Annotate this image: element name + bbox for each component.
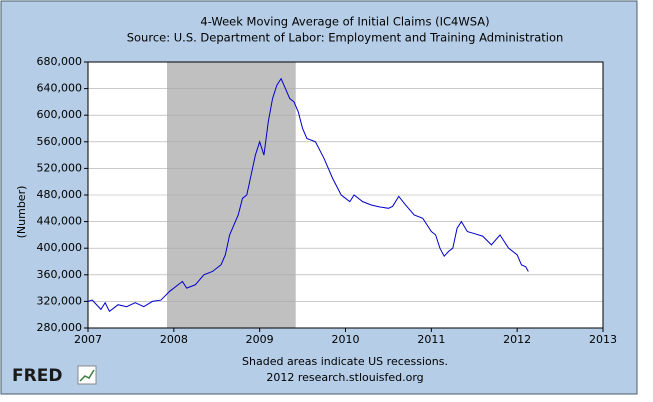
plot-border xyxy=(87,61,604,329)
y-tick-label: 560,000 xyxy=(37,135,83,148)
x-tick-label: 2012 xyxy=(503,333,531,346)
y-tick-label: 400,000 xyxy=(37,241,83,254)
chart-title: 4-Week Moving Average of Initial Claims … xyxy=(200,15,489,29)
logo: FRED xyxy=(12,366,62,386)
data-line xyxy=(87,77,529,313)
chart-subtitle: Source: U.S. Department of Labor: Employ… xyxy=(127,31,564,45)
y-tick-label: 440,000 xyxy=(37,215,83,228)
x-tick-label: 2011 xyxy=(417,333,445,346)
credit: 2012 research.stlouisfed.org xyxy=(266,371,423,384)
logo-icon xyxy=(77,365,97,385)
y-tick-label: 640,000 xyxy=(37,82,83,95)
y-tick-label: 600,000 xyxy=(37,108,83,121)
y-tick-label: 680,000 xyxy=(37,55,83,68)
y-tick-label: 320,000 xyxy=(37,294,83,307)
x-tick-label: 2007 xyxy=(74,333,102,346)
note: Shaded areas indicate US recessions. xyxy=(242,355,448,368)
x-tick-label: 2009 xyxy=(246,333,274,346)
y-axis-label: (Number) xyxy=(15,186,28,239)
y-tick-label: 520,000 xyxy=(37,161,83,174)
y-tick-label: 360,000 xyxy=(37,268,83,281)
x-tick-label: 2013 xyxy=(589,333,617,346)
x-tick-label: 2008 xyxy=(160,333,188,346)
y-tick-label: 480,000 xyxy=(37,188,83,201)
y-tick-label: 280,000 xyxy=(37,321,83,334)
x-tick-label: 2010 xyxy=(332,333,360,346)
